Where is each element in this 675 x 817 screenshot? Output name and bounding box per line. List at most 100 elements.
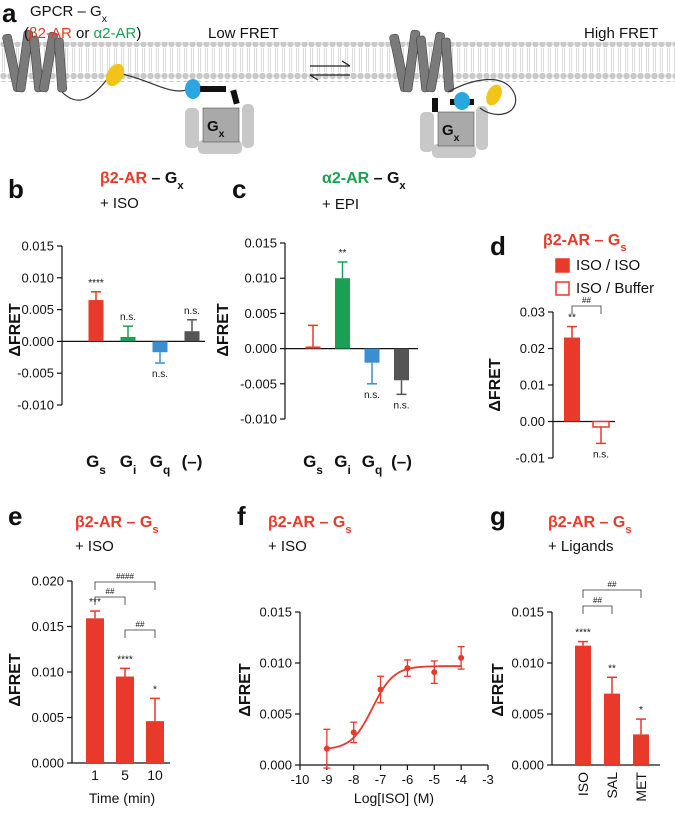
- chart-title: β2-AR – Gx: [100, 170, 184, 192]
- x-tick-label-part: s: [99, 463, 106, 477]
- y-axis-label: ΔFRET: [487, 358, 504, 412]
- panel-letter: b: [8, 174, 24, 204]
- linker-bar: [432, 98, 438, 112]
- construct-label-part: x: [102, 13, 108, 25]
- chart-title: β2-AR – Gs: [548, 514, 632, 536]
- x-tick-label: 10: [147, 767, 163, 783]
- bar: [116, 676, 134, 763]
- x-tick-label-part: G: [120, 452, 133, 471]
- bar: [146, 721, 164, 763]
- data-point: [431, 669, 438, 676]
- y-tick-label: 0.005: [21, 302, 54, 317]
- y-tick-label: 0.010: [244, 271, 277, 286]
- x-tick-label-part: q: [375, 463, 382, 477]
- bar: [88, 300, 104, 342]
- significance-bracket: [571, 305, 602, 314]
- significance-label: **: [339, 248, 347, 259]
- x-tick-label-part: i: [347, 463, 350, 477]
- chart-subtitle: + ISO: [268, 538, 307, 555]
- y-axis-label: ΔFRET: [237, 663, 254, 717]
- arrow: [309, 74, 319, 81]
- data-point: [323, 745, 330, 752]
- yfp-right: [486, 84, 502, 106]
- g-protein-label: Gx: [442, 122, 460, 144]
- chart-title: β2-AR – Gs: [543, 232, 627, 254]
- chart-title-part: β2-AR – G: [268, 514, 345, 531]
- panel-letter: g: [490, 501, 506, 531]
- y-tick-label: -0.01: [515, 451, 545, 466]
- g-protein-label: Gx: [207, 118, 225, 140]
- x-tick-label: SAL: [604, 772, 620, 799]
- chart-subtitle: + ISO: [100, 195, 139, 212]
- legend-swatch: [555, 281, 570, 296]
- chart-title-part: s: [625, 524, 631, 536]
- x-tick-label: Gi: [334, 452, 351, 477]
- g-protein-right: [420, 106, 488, 158]
- significance-bracket: [124, 629, 156, 638]
- y-tick-label: -0.010: [17, 398, 54, 413]
- data-point: [350, 729, 357, 736]
- significance-label: *: [639, 705, 643, 716]
- data-point: [377, 686, 384, 693]
- fit-curve: [326, 665, 462, 750]
- significance-bracket: [582, 589, 642, 598]
- bar: [364, 348, 380, 363]
- y-tick-label: 0.020: [31, 574, 64, 589]
- chart-title-part: s: [152, 524, 158, 536]
- y-tick-label: 0.015: [21, 239, 54, 254]
- y-tick-label: 0.03: [520, 305, 545, 320]
- legend-swatch: [555, 258, 570, 273]
- x-tick-label: Gq: [150, 452, 171, 477]
- panel-letter: f: [237, 501, 246, 531]
- y-tick-label: 0.000: [244, 341, 277, 356]
- y-tick-label: 0.000: [511, 758, 544, 773]
- y-tick-label: 0.01: [520, 378, 545, 393]
- x-tick-label: MET: [633, 772, 649, 802]
- x-tick-label-part: G: [303, 452, 316, 471]
- y-tick-label: 0.00: [520, 414, 545, 429]
- y-tick-label: 0.005: [511, 707, 544, 722]
- state-label: High FRET: [584, 25, 658, 42]
- significance-label: n.s.: [364, 390, 380, 401]
- x-axis-label: Time (min): [89, 790, 155, 806]
- cfp-right: [454, 92, 470, 110]
- y-tick-label: 0.005: [244, 306, 277, 321]
- y-tick-label: 0.02: [520, 341, 545, 356]
- g-protein-label-part: G: [207, 118, 219, 135]
- y-tick-label: 0.005: [259, 707, 292, 722]
- linker-bar: [230, 89, 240, 105]
- chart-title: β2-AR – Gs: [75, 514, 159, 536]
- bracket-label: ##: [608, 580, 617, 589]
- chart-title: α2-AR – Gx: [322, 170, 406, 192]
- x-tick-label: Gs: [86, 452, 106, 477]
- construct-label: GPCR – Gx: [30, 3, 108, 25]
- x-tick-label: -4: [455, 772, 467, 787]
- x-tick-label: 5: [121, 767, 129, 783]
- linker-right: [447, 79, 517, 116]
- bar: [152, 341, 168, 353]
- bracket-label: ##: [106, 587, 115, 596]
- data-point: [458, 654, 465, 661]
- y-tick-label: 0.015: [259, 605, 292, 620]
- significance-label: ****: [88, 278, 104, 289]
- y-axis-label: ΔFRET: [7, 653, 24, 707]
- x-tick-label: -5: [429, 772, 441, 787]
- chart-title-part: β2-AR – G: [548, 514, 625, 531]
- chart-title-part: β2-AR – G: [543, 232, 620, 249]
- significance-bracket: [94, 581, 156, 590]
- x-tick-label: -3: [482, 772, 494, 787]
- construct-label-part: GPCR – G: [30, 3, 102, 20]
- y-tick-label: 0.015: [31, 619, 64, 634]
- chart-subtitle: + ISO: [75, 538, 114, 555]
- membrane: [0, 42, 675, 82]
- x-tick-label: Gq: [362, 452, 383, 477]
- receptor-right: [389, 29, 454, 93]
- chart-title-part: – G: [369, 170, 399, 187]
- x-tick-label: -9: [321, 772, 333, 787]
- y-tick-label: 0.000: [21, 334, 54, 349]
- chart-title-part: β2-AR: [100, 170, 148, 187]
- g-protein-label-part: x: [454, 132, 460, 144]
- y-tick-label: -0.005: [240, 376, 277, 391]
- significance-label: **: [608, 663, 616, 674]
